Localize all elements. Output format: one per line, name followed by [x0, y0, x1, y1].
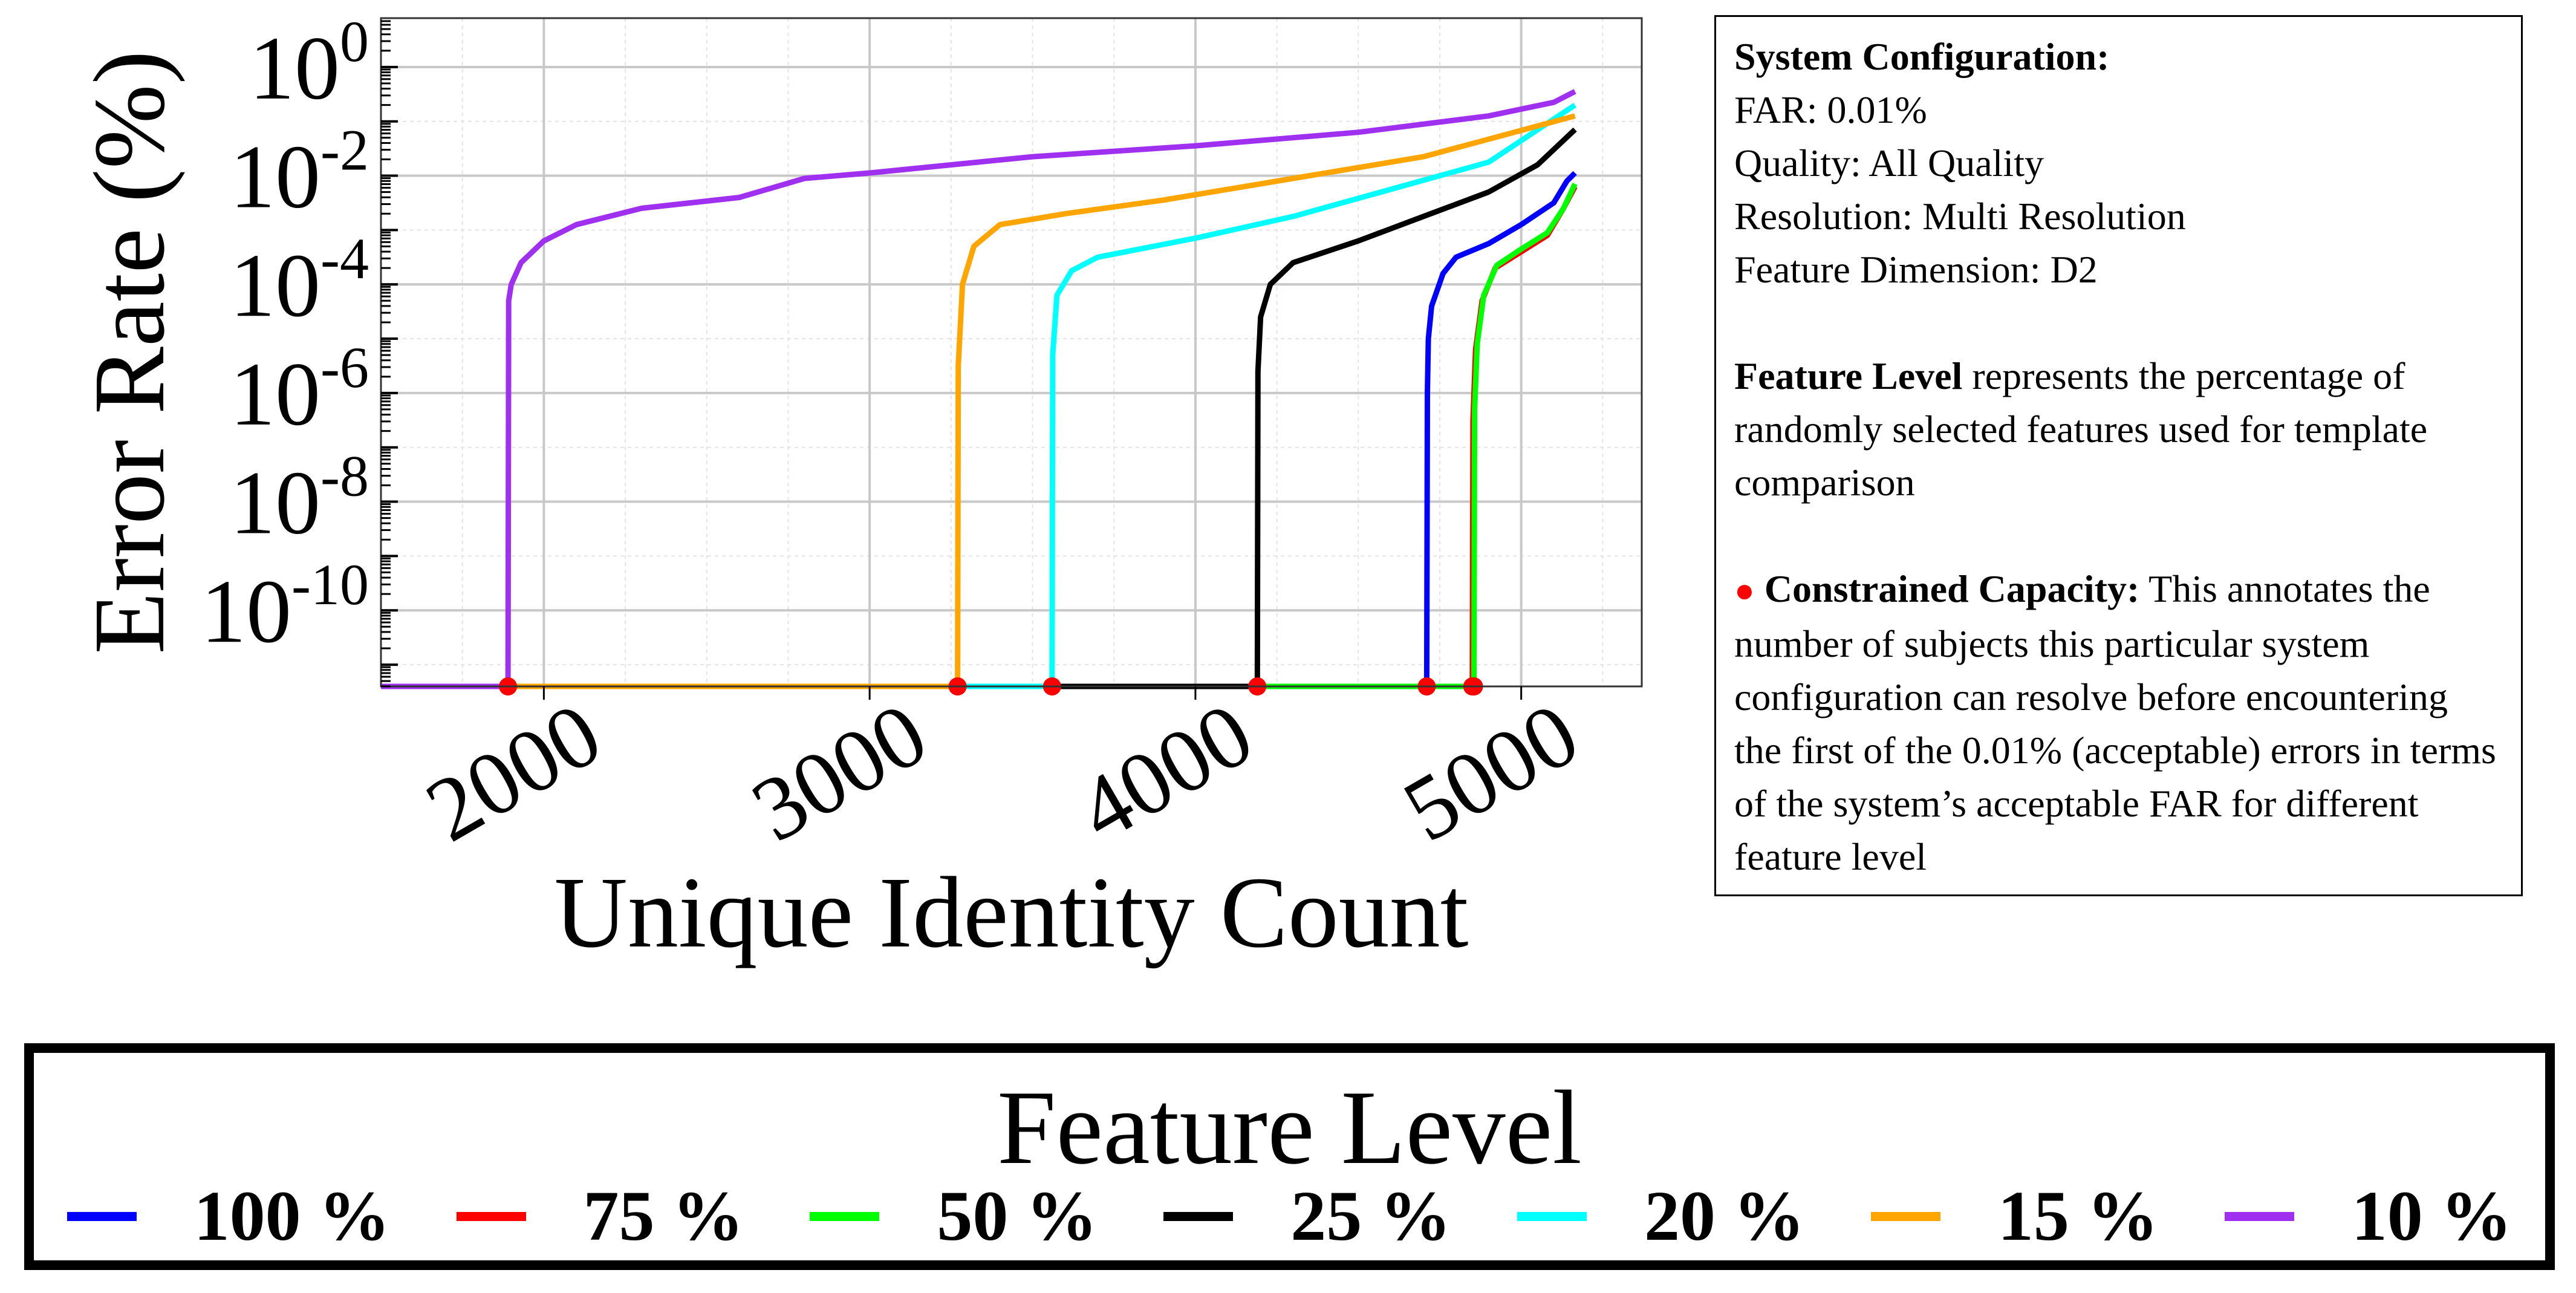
legend: Feature Level 100 % 75 % 50 % 25 % 20 % 15 % 1…: [24, 1043, 2555, 1270]
legend-label: 100 %: [194, 1176, 391, 1256]
legend-swatch: [1870, 1211, 1940, 1221]
feature-level-description: represents the percentage of randomly se…: [1734, 354, 2428, 504]
x-axis-label: Unique Identity Count: [555, 856, 1469, 969]
quality-text: Quality: All Quality: [1734, 142, 2044, 184]
x-tick-label: 5000: [1387, 683, 1595, 861]
series-line-5: [381, 102, 1577, 689]
resolution-text: Resolution: Multi Resolution: [1734, 195, 2186, 238]
capacity-term: Constrained Capacity:: [1764, 567, 2140, 610]
far-text: FAR: 0.01%: [1734, 88, 1927, 131]
y-tick-label: 10-2: [230, 118, 369, 227]
capacity-dot-icon: ●: [1734, 572, 1755, 610]
legend-swatch: [67, 1211, 137, 1221]
series-line-4: [381, 127, 1577, 689]
legend-item: 50 %: [810, 1180, 1098, 1252]
legend-swatch: [456, 1211, 526, 1221]
plot-frame: [380, 17, 1643, 688]
legend-label: 15 %: [1997, 1176, 2159, 1256]
legend-items: 100 % 75 % 50 % 25 % 20 % 15 % 10 %: [34, 1180, 2545, 1252]
legend-label: 20 %: [1644, 1176, 1805, 1256]
legend-title: Feature Level: [997, 1069, 1582, 1186]
legend-item: 100 %: [67, 1176, 391, 1256]
series-line-7: [381, 89, 1576, 689]
x-tick-label: 4000: [1061, 683, 1269, 861]
x-tick-label: 2000: [410, 683, 617, 861]
x-tick-label: 3000: [736, 683, 943, 861]
series-lines: [381, 89, 1578, 689]
feature-level-term: Feature Level: [1734, 354, 1963, 397]
error-rate-chart: 2000 3000 4000 5000 10010-210-410-610-810-10…: [73, 9, 1643, 969]
y-tick-label: 10-8: [230, 444, 369, 553]
feature-level-note: Feature Level represents the percentage …: [1734, 350, 2503, 509]
legend-swatch: [1163, 1211, 1234, 1221]
legend-item: 15 %: [1870, 1176, 2159, 1256]
series-line-3: [381, 183, 1578, 689]
legend-label: 25 %: [1290, 1176, 1451, 1256]
y-tick-label: 10-4: [230, 226, 369, 336]
y-axis-label: Error Rate (%): [73, 50, 186, 654]
legend-swatch: [810, 1211, 880, 1221]
legend-swatch: [1517, 1211, 1587, 1221]
capacity-description: This annotates the number of subjects th…: [1734, 567, 2496, 878]
config-title: System Configuration:: [1734, 35, 2110, 78]
legend-label: 50 %: [937, 1176, 1098, 1256]
series-line-6: [381, 113, 1576, 689]
series-line-1: [381, 171, 1577, 689]
legend-item: 25 %: [1163, 1180, 1451, 1252]
y-tick-label: 10-6: [230, 335, 369, 445]
legend-label: 10 %: [2351, 1176, 2513, 1256]
y-tick-label: 100: [249, 9, 369, 119]
legend-item: 20 %: [1517, 1180, 1805, 1252]
capacity-note: ● Constrained Capacity: This annotates t…: [1734, 562, 2503, 884]
legend-swatch: [2224, 1211, 2294, 1221]
legend-label: 75 %: [583, 1176, 744, 1256]
legend-item: 10 %: [2224, 1176, 2513, 1256]
info-panel: System Configuration: FAR: 0.01% Quality…: [1714, 15, 2523, 896]
dimension-text: Feature Dimension: D2: [1734, 248, 2098, 291]
legend-item: 75 %: [456, 1176, 744, 1256]
y-tick-label: 10-10: [201, 552, 369, 662]
